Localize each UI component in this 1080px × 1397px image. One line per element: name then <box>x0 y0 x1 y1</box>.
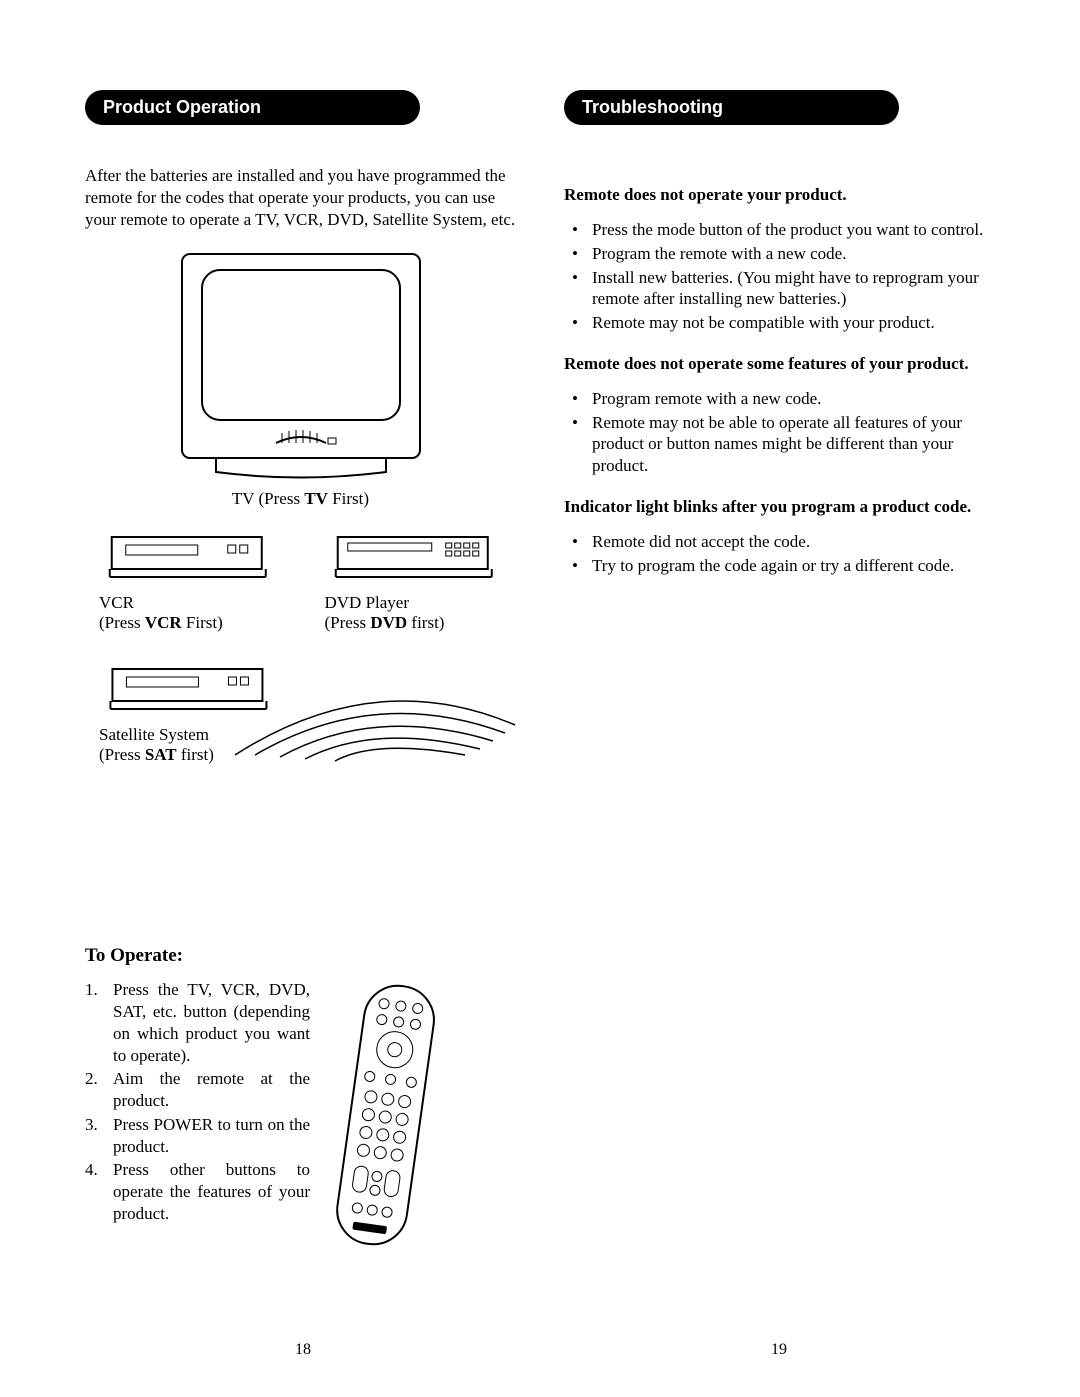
list-item: Press the mode button of the product you… <box>570 219 995 241</box>
operate-step: Press the TV, VCR, DVD, SAT, etc. button… <box>85 979 310 1066</box>
tv-illustration-block: TV (Press TV First) <box>85 248 516 509</box>
trouble-list-2: Program remote with a new code. Remote m… <box>564 388 995 477</box>
section-header-troubleshooting: Troubleshooting <box>564 90 899 125</box>
trouble-list-1: Press the mode button of the product you… <box>564 219 995 334</box>
trouble-heading-3: Indicator light blinks after you program… <box>564 497 995 517</box>
list-item: Try to program the code again or try a d… <box>570 555 995 577</box>
intro-paragraph: After the batteries are installed and yo… <box>85 165 516 230</box>
tv-icon <box>176 248 426 483</box>
operate-step: Aim the remote at the product. <box>85 1068 310 1112</box>
page-number-right: 19 <box>771 1341 787 1359</box>
page-number-left: 18 <box>295 1341 311 1359</box>
page-columns: Product Operation After the batteries ar… <box>85 90 995 1259</box>
trouble-heading-1: Remote does not operate your product. <box>564 185 995 205</box>
remote-icon <box>320 979 450 1259</box>
list-item: Remote may not be compatible with your p… <box>570 312 995 334</box>
vcr-icon <box>85 527 291 582</box>
right-column: Troubleshooting Remote does not operate … <box>564 90 995 1259</box>
list-item: Install new batteries. (You might have t… <box>570 267 995 311</box>
to-operate-heading: To Operate: <box>85 945 516 967</box>
tv-caption: TV (Press TV First) <box>232 489 369 509</box>
operate-step: Press POWER to turn on the product. <box>85 1114 310 1158</box>
list-item: Remote may not be able to operate all fe… <box>570 412 995 477</box>
signal-waves-icon <box>225 605 525 765</box>
list-item: Remote did not accept the code. <box>570 531 995 553</box>
section-header-product-operation: Product Operation <box>85 90 420 125</box>
operate-steps-list: Press the TV, VCR, DVD, SAT, etc. button… <box>85 979 310 1226</box>
operate-step: Press other buttons to operate the featu… <box>85 1159 310 1224</box>
trouble-list-3: Remote did not accept the code. Try to p… <box>564 531 995 577</box>
trouble-heading-2: Remote does not operate some features of… <box>564 354 995 374</box>
list-item: Program the remote with a new code. <box>570 243 995 265</box>
list-item: Program remote with a new code. <box>570 388 995 410</box>
dvd-icon <box>311 527 517 582</box>
to-operate-section: To Operate: Press the TV, VCR, DVD, SAT,… <box>85 945 516 1259</box>
left-column: Product Operation After the batteries ar… <box>85 90 516 1259</box>
